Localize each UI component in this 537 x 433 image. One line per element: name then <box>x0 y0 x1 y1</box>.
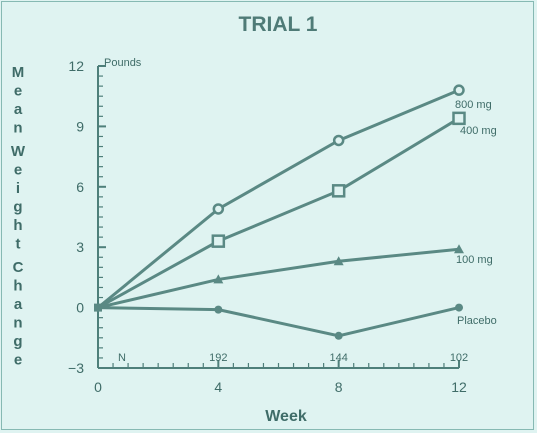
x-tick-label: 4 <box>214 379 222 395</box>
marker-800-mg <box>212 203 225 215</box>
y-unit-label: Pounds <box>104 57 142 69</box>
marker-placebo <box>334 331 343 340</box>
y-axis-label-char: n <box>13 120 22 137</box>
n-value: 192 <box>209 352 227 364</box>
x-tick-label: 8 <box>335 379 343 395</box>
y-axis-label-char: C <box>13 259 24 276</box>
series-line-800-mg <box>97 88 460 309</box>
series-400-mg: 400 mg <box>97 111 497 309</box>
y-axis-label-char: h <box>13 217 22 234</box>
series-group: 800 mg 400 mg 100 mg Placebo <box>94 84 497 340</box>
y-axis-label-char: M <box>12 64 25 81</box>
n-value: 102 <box>450 352 468 364</box>
y-axis-label-char: i <box>16 180 20 197</box>
marker-100-mg <box>333 256 344 266</box>
y-tick-label: 3 <box>76 239 84 255</box>
n-label: N <box>118 352 126 364</box>
y-axis-label-char: n <box>13 315 22 332</box>
x-axis-label: Week <box>265 408 307 425</box>
marker-800-mg <box>332 134 345 147</box>
marker-100-mg <box>213 274 224 284</box>
y-tick-label: 9 <box>76 118 84 134</box>
y-tick-label: 12 <box>68 58 84 74</box>
marker-400-mg <box>211 234 226 248</box>
series-placebo: Placebo <box>97 303 497 340</box>
y-tick-label: −3 <box>68 360 84 376</box>
series-label-placebo: Placebo <box>457 315 497 327</box>
marker-400-mg <box>331 184 346 198</box>
y-tick-label: 0 <box>76 300 84 316</box>
series-line-placebo <box>97 306 460 338</box>
origin-marker <box>94 303 102 312</box>
y-axis-label-char: g <box>13 199 22 216</box>
series-label-800-mg: 800 mg <box>455 99 492 111</box>
series-100-mg: 100 mg <box>97 244 493 310</box>
y-axis-label-char: e <box>14 352 22 369</box>
y-tick-label: 6 <box>76 179 84 195</box>
marker-placebo <box>214 305 223 314</box>
series-label-400-mg: 400 mg <box>460 125 497 137</box>
x-tick-label: 12 <box>451 379 467 395</box>
chart-title: TRIAL 1 <box>239 13 318 36</box>
marker-400-mg <box>452 111 466 126</box>
series-800-mg: 800 mg <box>97 84 492 309</box>
marker-100-mg <box>454 244 464 254</box>
y-axis-label-char: e <box>14 83 22 100</box>
y-axis-label-char: a <box>14 296 23 313</box>
y-ticks: −3 0 3 6 9 12 <box>68 58 106 376</box>
y-axis-label-char: W <box>11 143 26 160</box>
marker-placebo <box>455 303 463 312</box>
marker-800-mg <box>453 84 465 96</box>
series-line-400-mg <box>97 117 460 309</box>
x-tick-label: 0 <box>94 379 102 395</box>
x-ticks: 0 4 8 12 <box>94 360 467 395</box>
y-axis-label-char: e <box>14 162 22 179</box>
y-axis-label-char: h <box>13 278 22 295</box>
y-axis-label-char: t <box>16 236 21 253</box>
series-label-100-mg: 100 mg <box>456 254 493 266</box>
y-axis-label-char: a <box>14 101 23 118</box>
n-row: N 192 144 102 <box>118 352 468 364</box>
y-axis-label-char: g <box>13 333 22 350</box>
n-value: 144 <box>329 352 347 364</box>
series-line-100-mg <box>97 247 460 310</box>
